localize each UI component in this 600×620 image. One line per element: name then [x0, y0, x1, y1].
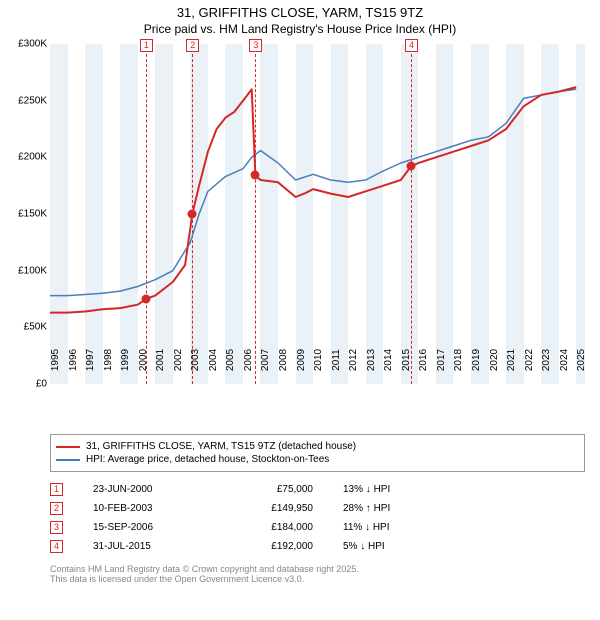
x-tick-label: 2006	[243, 349, 254, 371]
x-tick-label: 2005	[225, 349, 236, 371]
sales-table: 1 23-JUN-2000 £75,000 13% ↓ HPI 2 10-FEB-2003…	[50, 480, 585, 556]
x-tick-label: 2021	[506, 349, 517, 371]
x-tick-label: 1997	[85, 349, 96, 371]
x-tick-label: 2004	[208, 349, 219, 371]
x-tick-label: 2023	[541, 349, 552, 371]
legend-label: 31, GRIFFITHS CLOSE, YARM, TS15 9TZ (det…	[86, 441, 356, 452]
chart-subtitle: Price paid vs. HM Land Registry's House …	[0, 22, 600, 44]
series-line	[50, 87, 576, 313]
legend-swatch	[56, 459, 80, 461]
x-tick-label: 2017	[436, 349, 447, 371]
x-tick-label: 2007	[260, 349, 271, 371]
x-tick-label: 2016	[418, 349, 429, 371]
sale-marker-box: 3	[249, 39, 262, 52]
series-line	[50, 89, 576, 295]
sale-row: 1 23-JUN-2000 £75,000 13% ↓ HPI	[50, 480, 585, 499]
x-axis: 1995199619971998199920002001200220032004…	[50, 355, 585, 395]
x-tick-label: 2009	[296, 349, 307, 371]
sale-date: 23-JUN-2000	[93, 484, 203, 495]
x-tick-label: 2019	[471, 349, 482, 371]
y-tick-label: £300K	[2, 39, 47, 50]
sale-price: £192,000	[233, 541, 313, 552]
sale-point-marker	[141, 295, 150, 304]
x-tick-label: 2003	[190, 349, 201, 371]
x-tick-label: 2022	[524, 349, 535, 371]
sale-date: 31-JUL-2015	[93, 541, 203, 552]
sale-marker-box: 2	[186, 39, 199, 52]
y-axis: £0£50K£100K£150K£200K£250K£300K	[2, 44, 47, 384]
x-tick-label: 2002	[173, 349, 184, 371]
x-tick-label: 2020	[489, 349, 500, 371]
legend-row: 31, GRIFFITHS CLOSE, YARM, TS15 9TZ (det…	[56, 440, 579, 453]
y-tick-label: £100K	[2, 265, 47, 276]
footer-line-2: This data is licensed under the Open Gov…	[50, 574, 585, 584]
chart-plot-area: £0£50K£100K£150K£200K£250K£300K 1234	[50, 44, 585, 384]
y-tick-label: £50K	[2, 322, 47, 333]
sale-delta: 11% ↓ HPI	[343, 522, 423, 533]
x-tick-label: 2010	[313, 349, 324, 371]
y-tick-label: £250K	[2, 95, 47, 106]
x-tick-label: 2025	[576, 349, 587, 371]
legend-swatch	[56, 446, 80, 448]
sale-row: 4 31-JUL-2015 £192,000 5% ↓ HPI	[50, 537, 585, 556]
footer-line-1: Contains HM Land Registry data © Crown c…	[50, 564, 585, 574]
x-tick-label: 1995	[50, 349, 61, 371]
sale-price: £75,000	[233, 484, 313, 495]
sale-point-marker	[188, 210, 197, 219]
x-tick-label: 2001	[155, 349, 166, 371]
legend-label: HPI: Average price, detached house, Stoc…	[86, 454, 329, 465]
y-tick-label: £0	[2, 379, 47, 390]
x-tick-label: 2018	[453, 349, 464, 371]
x-tick-label: 1998	[103, 349, 114, 371]
sale-point-marker	[406, 162, 415, 171]
sale-marker-box: 4	[405, 39, 418, 52]
x-tick-label: 1999	[120, 349, 131, 371]
sale-date: 15-SEP-2006	[93, 522, 203, 533]
legend-row: HPI: Average price, detached house, Stoc…	[56, 453, 579, 466]
sale-price: £149,950	[233, 503, 313, 514]
x-tick-label: 2015	[401, 349, 412, 371]
x-tick-label: 2014	[383, 349, 394, 371]
y-tick-label: £200K	[2, 152, 47, 163]
x-tick-label: 2013	[366, 349, 377, 371]
legend: 31, GRIFFITHS CLOSE, YARM, TS15 9TZ (det…	[50, 434, 585, 472]
sale-row: 3 15-SEP-2006 £184,000 11% ↓ HPI	[50, 518, 585, 537]
sale-delta: 5% ↓ HPI	[343, 541, 423, 552]
x-tick-label: 2012	[348, 349, 359, 371]
x-tick-label: 2008	[278, 349, 289, 371]
sale-index-box: 4	[50, 540, 63, 553]
y-tick-label: £150K	[2, 209, 47, 220]
sale-row: 2 10-FEB-2003 £149,950 28% ↑ HPI	[50, 499, 585, 518]
footer-attribution: Contains HM Land Registry data © Crown c…	[50, 564, 585, 584]
sale-delta: 13% ↓ HPI	[343, 484, 423, 495]
x-tick-label: 1996	[68, 349, 79, 371]
sale-point-marker	[251, 171, 260, 180]
sale-delta: 28% ↑ HPI	[343, 503, 423, 514]
line-chart-svg	[50, 44, 585, 384]
x-tick-label: 2024	[559, 349, 570, 371]
sale-index-box: 3	[50, 521, 63, 534]
sale-date: 10-FEB-2003	[93, 503, 203, 514]
sale-price: £184,000	[233, 522, 313, 533]
sale-marker-box: 1	[140, 39, 153, 52]
chart-title: 31, GRIFFITHS CLOSE, YARM, TS15 9TZ	[0, 0, 600, 22]
sale-index-box: 2	[50, 502, 63, 515]
sale-index-box: 1	[50, 483, 63, 496]
x-tick-label: 2000	[138, 349, 149, 371]
x-tick-label: 2011	[331, 349, 342, 371]
